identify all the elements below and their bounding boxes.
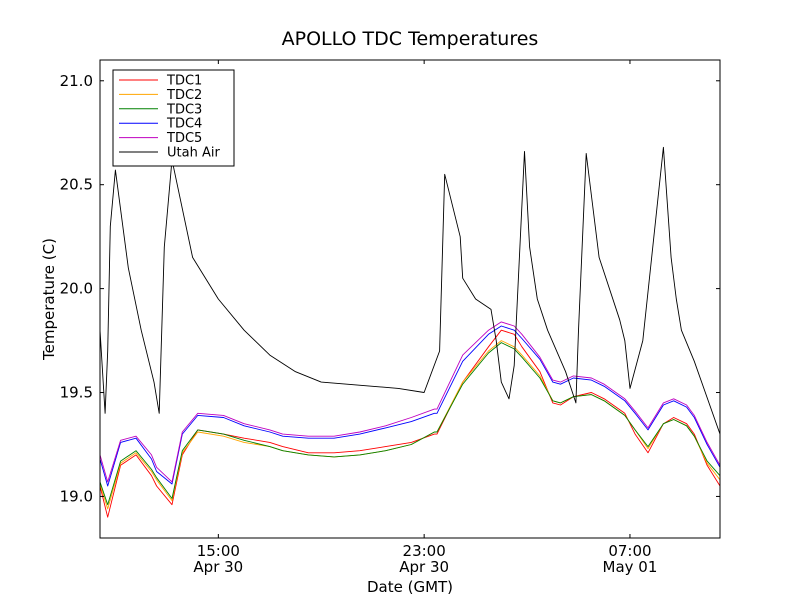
series-line-tdc5 — [100, 321, 720, 483]
legend-label: TDC2 — [166, 88, 202, 103]
series-layer — [100, 146, 720, 518]
x-tick-label-date: Apr 30 — [399, 558, 449, 576]
legend-label: TDC5 — [166, 131, 202, 146]
y-tick-label: 20.0 — [60, 280, 93, 298]
legend-label: TDC4 — [166, 117, 202, 132]
y-tick-label: 20.5 — [60, 176, 93, 194]
legend-box — [112, 69, 235, 167]
y-tick-label: 19.5 — [60, 384, 93, 402]
legend-label: TDC1 — [166, 74, 202, 89]
legend-label: Utah Air — [167, 146, 220, 161]
y-tick-label: 21.0 — [60, 72, 93, 90]
legend-label: TDC3 — [166, 102, 202, 117]
series-line-utah-air — [100, 146, 720, 435]
y-tick-label: 19.0 — [60, 487, 93, 505]
x-tick-label-time: 07:00 — [608, 542, 651, 560]
series-line-tdc4 — [100, 325, 720, 487]
series-line-tdc1 — [100, 329, 720, 518]
x-tick-label-date: May 01 — [603, 558, 658, 576]
x-tick-label-time: 15:00 — [197, 542, 240, 560]
plot-frame — [99, 59, 721, 539]
y-axis: 19.0 19.5 20.0 20.5 21.0 — [60, 72, 720, 505]
series-line-tdc3 — [100, 342, 720, 506]
x-tick-label-time: 23:00 — [403, 542, 446, 560]
x-tick-label-date: Apr 30 — [193, 558, 243, 576]
y-axis-label: Temperature (C) — [40, 238, 58, 361]
x-axis-label: Date (GMT) — [367, 578, 453, 596]
chart-title: APOLLO TDC Temperatures — [282, 28, 539, 50]
